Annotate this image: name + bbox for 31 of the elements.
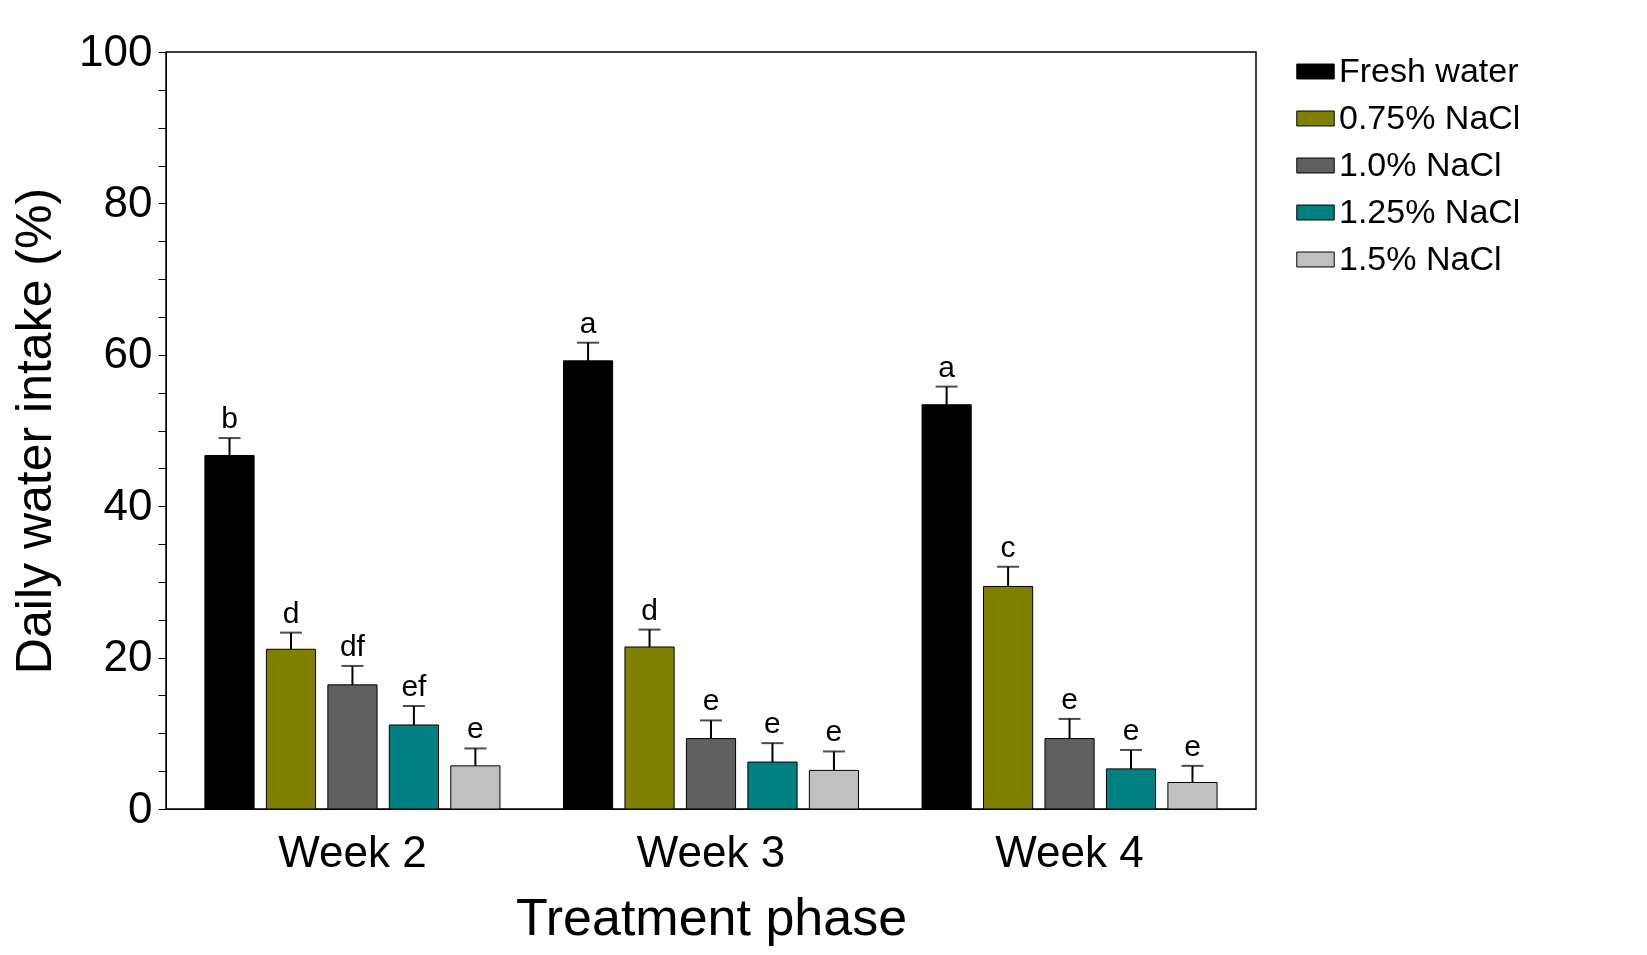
data-label: a — [579, 305, 597, 339]
x-axis-title: Treatment phase — [515, 887, 908, 946]
data-label: e — [702, 683, 720, 717]
data-label: a — [938, 349, 956, 383]
y-tick-label: 80 — [103, 176, 153, 226]
data-label: e — [1061, 681, 1078, 715]
data-label: e — [467, 711, 484, 745]
y-tick-label: 60 — [103, 328, 153, 378]
y-tick-label: 20 — [103, 631, 153, 681]
data-label: e — [825, 714, 843, 748]
data-label: df — [339, 628, 366, 662]
data-label: ef — [401, 669, 428, 703]
y-axis-title: Daily water intake (%) — [6, 187, 63, 675]
y-tick-label: 0 — [128, 782, 153, 832]
data-label: e — [764, 706, 781, 740]
data-label: c — [1000, 529, 1016, 563]
data-label: d — [282, 595, 300, 629]
data-label: d — [641, 592, 658, 626]
x-tick-label: Week 4 — [995, 826, 1144, 876]
legend-label: 1.5% NaCl — [1339, 238, 1502, 277]
legend-label: 1.0% NaCl — [1339, 144, 1502, 183]
x-tick-label: Week 3 — [636, 826, 786, 876]
data-label: b — [221, 401, 238, 435]
x-tick-label: Week 2 — [278, 826, 427, 876]
y-tick-label: 40 — [103, 479, 153, 529]
legend-label: Fresh water — [1339, 50, 1519, 89]
legend-label: 1.25% NaCl — [1339, 191, 1521, 230]
y-tick-label: 100 — [79, 25, 153, 75]
legend-label: 0.75% NaCl — [1339, 97, 1521, 136]
data-label: e — [1184, 728, 1201, 762]
data-label: e — [1122, 712, 1140, 746]
